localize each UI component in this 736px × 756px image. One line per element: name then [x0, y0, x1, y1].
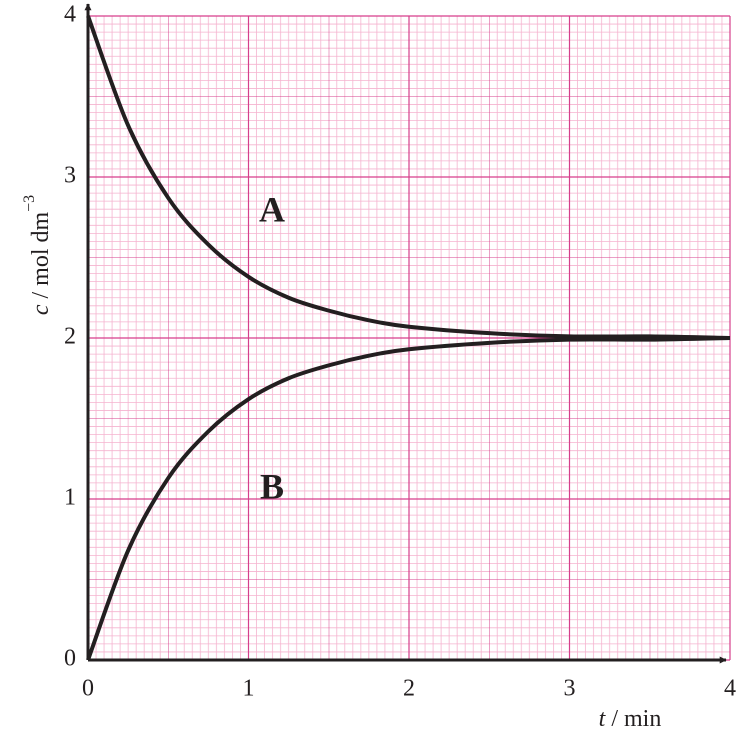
y-label-exponent: −3 [21, 195, 38, 212]
y-tick-label: 1 [64, 485, 76, 511]
series-label: A [259, 189, 285, 229]
x-tick-label: 1 [243, 676, 255, 702]
y-tick-label: 3 [64, 163, 76, 189]
y-tick-label: 4 [64, 2, 76, 28]
line-a [86, 15, 731, 340]
y-axis-label: c / mol dm−3 [21, 195, 54, 315]
y-tick-label: 2 [64, 324, 76, 350]
line-b [86, 336, 731, 661]
x-tick-label: 2 [403, 676, 415, 702]
x-tick-label: 0 [82, 676, 94, 702]
x-tick-label: 4 [724, 676, 736, 702]
x-label-unit: / min [611, 706, 661, 732]
series-label: B [260, 466, 284, 506]
x-axis-label: t / min [599, 706, 662, 732]
x-tick-label: 3 [564, 676, 576, 702]
x-label-symbol: t [599, 706, 607, 732]
y-tick-label: 0 [64, 646, 76, 672]
y-label-symbol: c [28, 304, 54, 315]
y-label-unit: / mol dm [28, 212, 54, 299]
